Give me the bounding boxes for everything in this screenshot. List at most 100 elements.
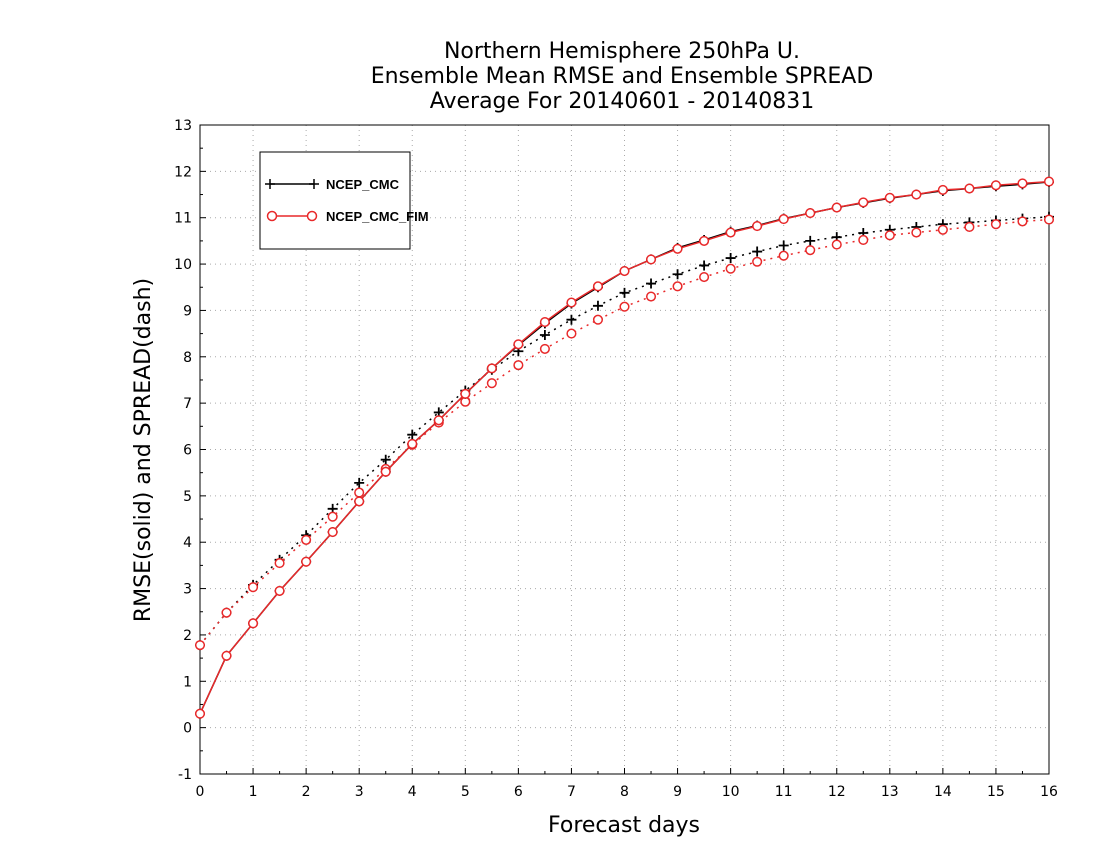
data-point-plus bbox=[805, 235, 816, 246]
y-tick-label: 5 bbox=[183, 489, 192, 505]
data-point-circle bbox=[858, 197, 869, 208]
data-point-plus bbox=[539, 329, 550, 340]
data-point-circle bbox=[619, 301, 630, 312]
data-point-circle bbox=[911, 227, 922, 238]
data-point-circle bbox=[699, 272, 710, 283]
y-tick-label: 1 bbox=[183, 674, 192, 690]
y-tick-label: 0 bbox=[183, 721, 192, 737]
x-tick-label: 14 bbox=[934, 784, 952, 800]
y-tick-label: 4 bbox=[183, 535, 192, 551]
chart-title: Northern Hemisphere 250hPa U. Ensemble M… bbox=[371, 39, 874, 114]
data-point-circle bbox=[805, 208, 816, 219]
data-point-circle bbox=[327, 511, 338, 522]
data-point-circle bbox=[354, 496, 365, 507]
data-point-circle bbox=[566, 328, 577, 339]
data-point-circle bbox=[725, 263, 736, 274]
data-point-circle bbox=[778, 214, 789, 225]
data-point-circle bbox=[592, 314, 604, 325]
data-point-circle bbox=[884, 230, 895, 241]
data-point-circle bbox=[566, 297, 577, 308]
data-point-circle bbox=[433, 415, 444, 426]
data-point-circle bbox=[1017, 216, 1028, 227]
x-tick-label: 13 bbox=[881, 784, 899, 800]
data-point-circle bbox=[645, 254, 657, 265]
data-point-circle bbox=[407, 438, 418, 449]
data-point-plus bbox=[778, 240, 789, 251]
data-point-plus bbox=[592, 300, 603, 311]
data-point-circle bbox=[354, 487, 365, 498]
x-tick-label: 15 bbox=[987, 784, 1005, 800]
y-tick-label: 3 bbox=[183, 582, 192, 598]
data-point-circle bbox=[1017, 178, 1028, 189]
y-tick-label: 6 bbox=[183, 443, 192, 459]
data-point-plus bbox=[566, 314, 577, 325]
series-rmse-line-0 bbox=[199, 181, 1050, 715]
data-point-circle bbox=[672, 243, 683, 254]
x-tick-label: 10 bbox=[722, 784, 740, 800]
x-tick-label: 8 bbox=[620, 784, 629, 800]
legend-marker-plus-icon bbox=[265, 179, 319, 189]
x-tick-label: 5 bbox=[461, 784, 470, 800]
data-point-circle bbox=[221, 650, 232, 661]
data-point-plus bbox=[672, 269, 683, 280]
data-point-circle bbox=[248, 582, 259, 593]
data-point-circle bbox=[831, 202, 842, 213]
y-axis-label: RMSE(solid) and SPREAD(dash) bbox=[131, 278, 156, 622]
data-point-circle bbox=[752, 256, 763, 267]
data-point-circle bbox=[858, 234, 869, 246]
data-point-plus bbox=[380, 454, 391, 465]
data-point-circle bbox=[645, 291, 657, 302]
data-point-circle bbox=[301, 556, 312, 567]
x-tick-label: 9 bbox=[673, 784, 682, 800]
y-tick-label: 8 bbox=[183, 350, 192, 366]
data-point-circle bbox=[990, 180, 1001, 191]
data-point-plus bbox=[646, 278, 657, 289]
data-point-circle bbox=[619, 265, 630, 277]
legend-marker-circle-icon-2 bbox=[306, 210, 318, 222]
series-spread-line-1 bbox=[199, 218, 1050, 646]
data-point-circle bbox=[274, 558, 285, 569]
y-tick-label: 10 bbox=[174, 257, 192, 273]
data-point-circle bbox=[380, 466, 391, 477]
x-tick-label: 11 bbox=[775, 784, 793, 800]
data-point-circle bbox=[486, 378, 497, 389]
data-point-circle bbox=[699, 235, 710, 246]
y-tick-label: 9 bbox=[183, 303, 192, 319]
data-point-circle bbox=[513, 360, 524, 371]
x-tick-label: 4 bbox=[408, 784, 417, 800]
data-point-circle bbox=[221, 607, 232, 618]
data-point-plus bbox=[354, 477, 365, 488]
data-point-circle bbox=[831, 239, 842, 250]
data-point-circle bbox=[964, 221, 975, 233]
data-point-circle bbox=[990, 219, 1001, 230]
x-tick-label: 1 bbox=[249, 784, 258, 800]
data-point-circle bbox=[805, 245, 816, 256]
x-axis-label: Forecast days bbox=[548, 813, 700, 838]
data-point-circle bbox=[911, 189, 922, 200]
x-tick-label: 16 bbox=[1040, 784, 1058, 800]
data-point-plus bbox=[752, 246, 763, 257]
data-point-circle bbox=[672, 281, 683, 292]
data-point-plus bbox=[619, 287, 630, 298]
data-point-circle bbox=[327, 526, 338, 538]
x-tick-label: 0 bbox=[196, 784, 205, 800]
data-point-circle bbox=[752, 221, 763, 232]
data-point-circle bbox=[513, 339, 524, 350]
data-point-circle bbox=[884, 192, 895, 203]
data-point-circle bbox=[460, 388, 471, 399]
legend-marker-circle-icon bbox=[266, 210, 278, 222]
data-point-circle bbox=[1043, 214, 1055, 225]
data-point-circle bbox=[539, 316, 550, 328]
legend: NCEP_CMC NCEP_CMC_FIM bbox=[259, 151, 429, 250]
series-layer bbox=[194, 176, 1055, 719]
y-tick-label: -1 bbox=[178, 767, 192, 783]
data-point-circle bbox=[778, 250, 789, 261]
data-point-circle bbox=[539, 343, 550, 354]
title-line-1: Northern Hemisphere 250hPa U. bbox=[444, 39, 800, 64]
data-point-circle bbox=[937, 184, 948, 195]
data-point-circle bbox=[1043, 176, 1055, 187]
data-point-circle bbox=[725, 227, 736, 238]
data-point-circle bbox=[194, 708, 206, 719]
